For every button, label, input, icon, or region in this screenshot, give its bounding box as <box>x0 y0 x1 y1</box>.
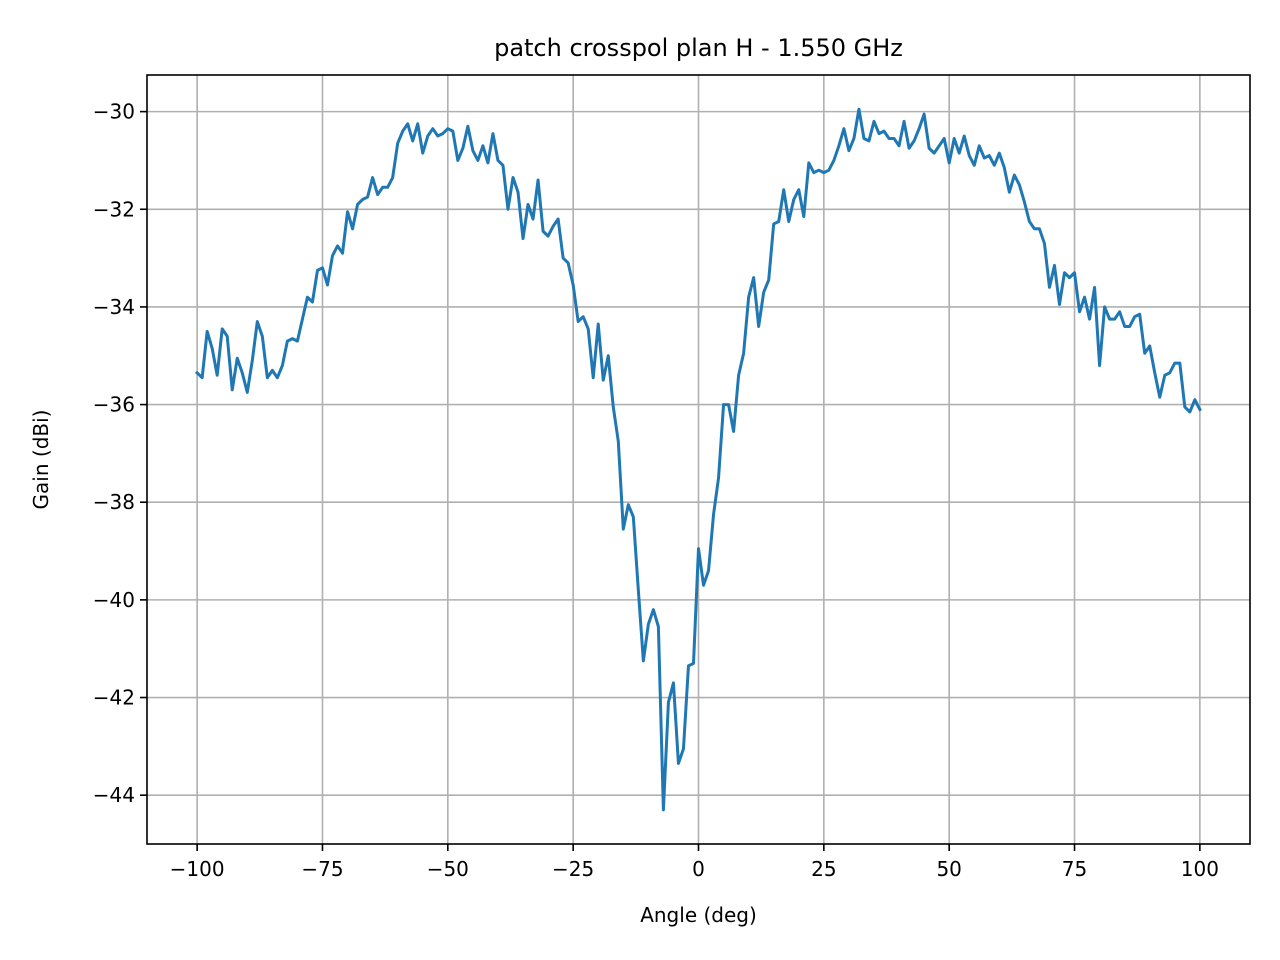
x-tick-label: −50 <box>427 857 469 881</box>
y-tick-label: −38 <box>93 490 135 514</box>
series-line <box>195 107 1202 812</box>
y-tick-label: −34 <box>93 295 135 319</box>
y-tick-label: −36 <box>93 393 135 417</box>
chart-title: patch crosspol plan H - 1.550 GHz <box>494 34 903 62</box>
x-tick-label: 0 <box>692 857 705 881</box>
ticks: −100 −75 −50 −25 0 25 50 75 100 −44 −42 −40 −38 −36 −3… <box>93 100 1219 881</box>
y-tick-label: −32 <box>93 197 135 221</box>
x-tick-label: 50 <box>936 857 961 881</box>
y-axis-label: Gain (dBi) <box>29 410 53 510</box>
x-tick-label: 75 <box>1062 857 1087 881</box>
y-tick-label: −44 <box>93 783 135 807</box>
series-layer <box>195 107 1202 812</box>
x-tick-label: 25 <box>811 857 836 881</box>
y-tick-label: −40 <box>93 588 135 612</box>
x-tick-label: 100 <box>1181 857 1219 881</box>
x-axis-label: Angle (deg) <box>640 903 757 927</box>
grid <box>147 75 1250 844</box>
x-tick-label: −25 <box>552 857 594 881</box>
y-tick-label: −30 <box>93 100 135 124</box>
x-tick-label: −75 <box>301 857 343 881</box>
x-tick-label: −100 <box>170 857 225 881</box>
y-tick-label: −42 <box>93 686 135 710</box>
